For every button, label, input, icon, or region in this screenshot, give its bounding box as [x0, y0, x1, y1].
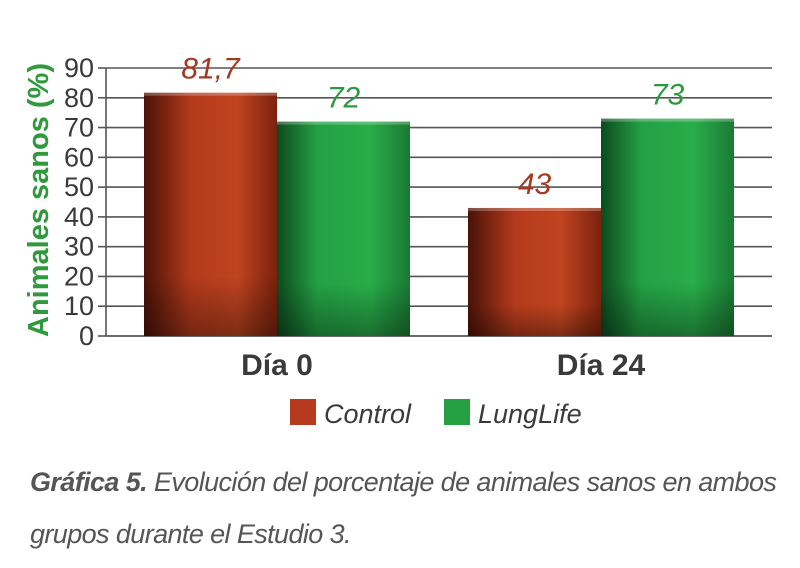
bar-top-highlight — [144, 92, 277, 96]
y-tick-label: 40 — [64, 202, 94, 232]
bar-top-highlight — [468, 207, 601, 211]
x-category-label: Día 0 — [241, 349, 313, 382]
data-labels: 81,7 72 43 73 — [181, 53, 684, 201]
figure-caption: Gráfica 5. Evolución del porcentaje de a… — [30, 456, 780, 560]
caption-title: Gráfica 5. — [30, 467, 148, 497]
legend-swatch-control — [290, 399, 316, 425]
legend: Control LungLife — [290, 399, 582, 429]
data-label-lunglife-2: 73 — [651, 79, 685, 112]
bar-top-highlight — [277, 121, 410, 125]
y-tick-label: 80 — [64, 83, 94, 113]
bar-shading — [144, 92, 277, 337]
bars — [144, 92, 734, 337]
y-axis-label: Animales sanos (%) — [23, 63, 55, 337]
x-axis-categories: Día 0 Día 24 — [241, 349, 645, 382]
x-category-label: Día 24 — [557, 349, 646, 382]
y-tick-label: 20 — [64, 261, 94, 291]
data-label-control-1: 81,7 — [181, 53, 241, 86]
y-tick-label: 90 — [64, 53, 94, 83]
y-tick-label: 10 — [64, 291, 94, 321]
legend-label-lunglife: LungLife — [478, 399, 582, 429]
legend-label-control: Control — [324, 399, 412, 429]
y-tick-label: 30 — [64, 232, 94, 262]
y-tick-label: 60 — [64, 142, 94, 172]
data-label-lunglife-1: 72 — [327, 82, 361, 115]
bar-shading — [277, 121, 410, 336]
bar-shading — [468, 207, 601, 336]
bar-top-highlight — [601, 118, 734, 122]
y-tick-label: 0 — [79, 321, 94, 351]
caption-text: Evolución del porcentaje de animales san… — [30, 467, 777, 549]
bar-shading — [601, 118, 734, 336]
data-label-control-2: 43 — [518, 168, 552, 201]
legend-swatch-lunglife — [444, 399, 470, 425]
y-tick-label: 50 — [64, 172, 94, 202]
y-tick-label: 70 — [64, 113, 94, 143]
